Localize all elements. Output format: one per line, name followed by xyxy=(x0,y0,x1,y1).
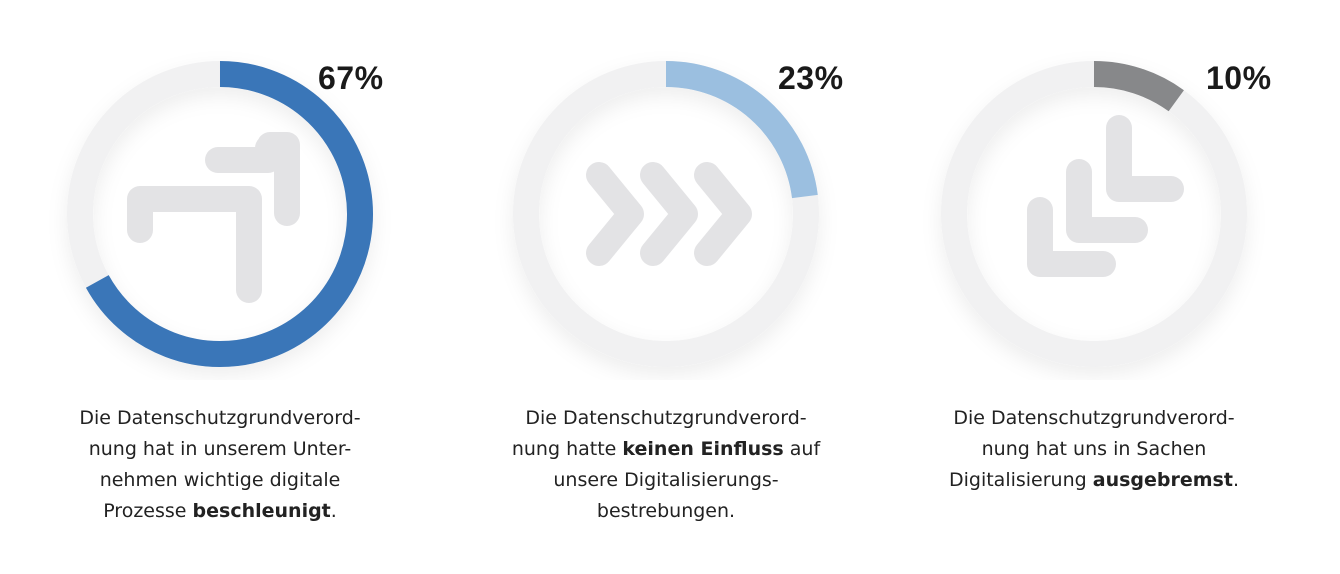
double-arrow-down-left-icon xyxy=(1027,115,1184,277)
caption: Die Datenschutzgrundverord- nung hat uns… xyxy=(914,403,1274,496)
caption-line: Die Datenschutzgrundverord- xyxy=(525,407,807,429)
caption-line: bestrebungen. xyxy=(596,500,736,522)
caption-line: Digitalisierung ausgebremst. xyxy=(914,465,1274,496)
double-arrow-up-right-icon xyxy=(127,132,300,303)
percentage-label: 10% xyxy=(1206,60,1272,96)
chart-item-slowed: 10% Die Datenschutzgrundverord- nung hat… xyxy=(914,0,1274,574)
percentage-label: 23% xyxy=(778,60,844,96)
caption-emphasis: keinen Einfluss xyxy=(622,438,784,460)
caption-emphasis: ausgebremst xyxy=(1092,469,1233,491)
donut-chart xyxy=(513,61,819,367)
caption-line: Die Datenschutzgrundverord- xyxy=(79,407,361,429)
caption-line: unsere Digitalisierungs- xyxy=(553,469,779,491)
triple-chevron-right-icon xyxy=(586,162,752,266)
caption-line: nehmen wichtige digitale xyxy=(99,469,341,491)
caption-suffix: . xyxy=(330,500,337,522)
caption-emphasis: beschleunigt xyxy=(192,500,331,522)
caption-line: nung hat uns in Sachen xyxy=(981,438,1207,460)
caption-line: nung hatte keinen Einfluss auf xyxy=(486,434,846,465)
donut-track xyxy=(941,61,1247,367)
caption-line: Prozesse beschleunigt. xyxy=(40,496,400,527)
caption-text: Digitalisierung xyxy=(948,469,1093,491)
caption-suffix: auf xyxy=(783,438,821,460)
donut-arc xyxy=(665,61,818,199)
donut-arc xyxy=(1093,61,1184,112)
caption-line: Die Datenschutzgrundverord- xyxy=(953,407,1235,429)
donut-arc xyxy=(85,61,373,367)
donut-chart xyxy=(67,61,373,367)
caption-suffix: . xyxy=(1232,469,1239,491)
caption: Die Datenschutzgrundverord- nung hat in … xyxy=(40,403,400,527)
percentage-label: 67% xyxy=(318,60,384,96)
caption-text: Prozesse xyxy=(103,500,193,522)
donut-chart xyxy=(941,61,1247,367)
caption-line: nung hat in unserem Unter- xyxy=(88,438,352,460)
caption: Die Datenschutzgrundverord- nung hatte k… xyxy=(486,403,846,527)
chart-item-accelerated: 67% Die Datenschutzgrundverord- nung hat… xyxy=(40,0,400,574)
chart-item-no-influence: 23% Die Datenschutzgrundverord- nung hat… xyxy=(486,0,846,574)
caption-text: nung hatte xyxy=(511,438,623,460)
